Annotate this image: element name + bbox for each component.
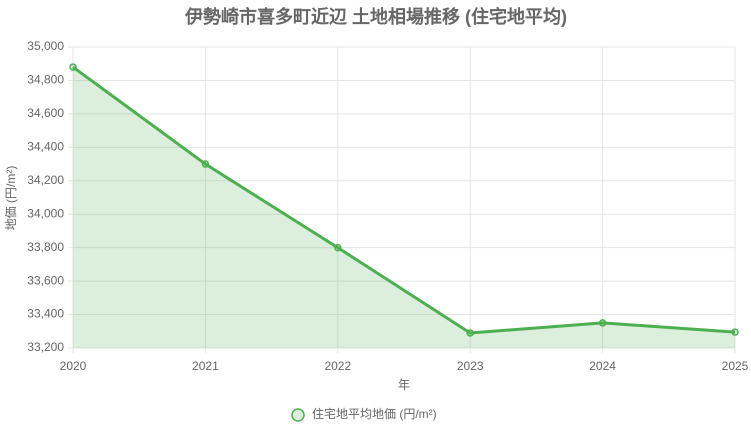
x-axis-title: 年	[398, 378, 410, 392]
point	[334, 243, 342, 252]
legend-swatch	[291, 408, 305, 422]
area-fill	[73, 67, 735, 349]
y-tick-label: 34,200	[27, 173, 64, 187]
y-tick-label: 34,800	[27, 73, 64, 87]
y-axis-title: 地価 (円/m²)	[4, 166, 18, 231]
y-tick-label: 33,600	[27, 273, 64, 287]
x-tick-label: 2021	[192, 359, 219, 373]
x-tick-label: 2023	[457, 359, 484, 373]
point	[731, 328, 739, 336]
x-tick-label: 2024	[589, 359, 616, 373]
point	[201, 160, 210, 168]
x-tick-label: 2025	[722, 359, 749, 373]
point	[69, 63, 77, 71]
y-tick-label: 34,000	[27, 206, 64, 220]
y-tick-label: 33,200	[27, 340, 64, 354]
chart-title: 伊勢崎市喜多町近辺 土地相場推移 (住宅地平均)	[184, 6, 567, 27]
x-tick-label: 2020	[60, 359, 87, 373]
legend-label: 住宅地平均地価 (円/m²)	[312, 406, 437, 421]
point	[598, 319, 607, 327]
line	[72, 65, 736, 335]
y-tick-label: 35,000	[27, 39, 64, 53]
point	[466, 329, 474, 337]
y-tick-label: 34,600	[27, 106, 64, 120]
y-tick-label: 33,400	[27, 307, 64, 321]
y-tick-label: 34,400	[27, 140, 64, 154]
y-tick-label: 33,800	[27, 240, 64, 254]
x-tick-label: 2022	[324, 359, 351, 373]
